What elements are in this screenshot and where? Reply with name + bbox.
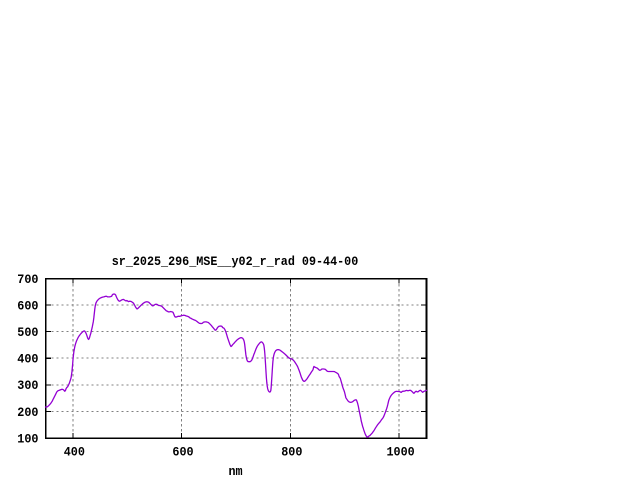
- svg-text:500: 500: [17, 325, 38, 340]
- svg-text:100: 100: [17, 431, 38, 446]
- svg-text:sr_2025_296_MSE__y02_r_rad 09-: sr_2025_296_MSE__y02_r_rad 09-44-00: [112, 254, 359, 269]
- svg-text:700: 700: [17, 272, 38, 287]
- svg-text:400: 400: [64, 445, 85, 460]
- svg-text:600: 600: [172, 445, 193, 460]
- svg-text:800: 800: [281, 445, 302, 460]
- svg-text:400: 400: [17, 352, 38, 367]
- svg-text:300: 300: [17, 378, 38, 393]
- svg-text:200: 200: [17, 405, 38, 420]
- svg-text:1000: 1000: [387, 445, 415, 460]
- svg-text:600: 600: [17, 298, 38, 313]
- svg-text:nm: nm: [228, 464, 242, 479]
